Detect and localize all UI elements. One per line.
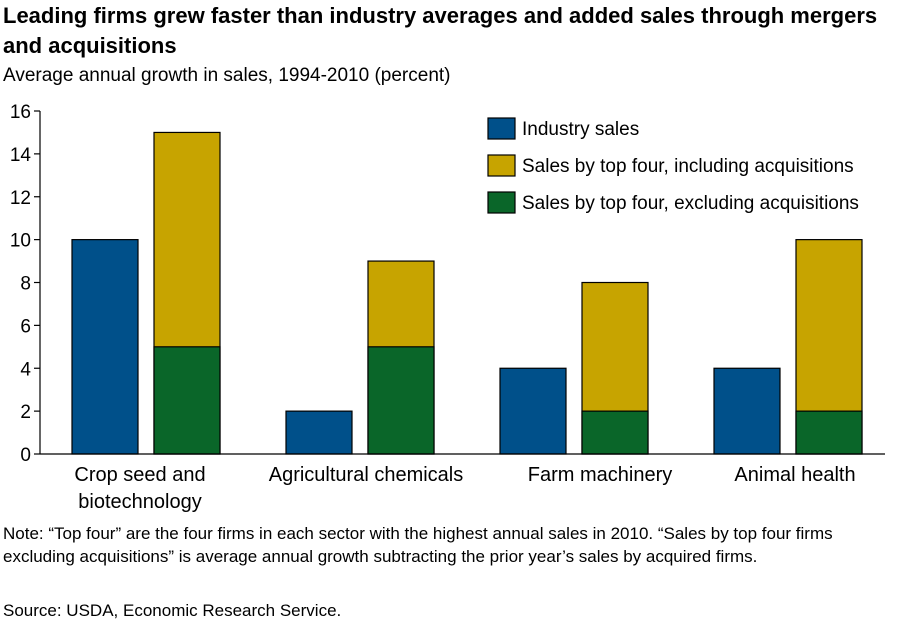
y-tick-label: 8 xyxy=(20,274,31,295)
bar-industry-sales xyxy=(713,367,781,455)
x-category-label-line: biotechnology xyxy=(78,491,201,513)
y-tick-label: 0 xyxy=(20,445,31,466)
x-category-label: Farm machinery xyxy=(528,464,672,486)
x-category-label: Agricultural chemicals xyxy=(269,464,464,486)
bar-industry-sales xyxy=(499,367,567,455)
y-tick-label: 6 xyxy=(20,316,31,337)
chart-note: Note: “Top four” are the four firms in e… xyxy=(3,524,833,566)
legend-swatch xyxy=(487,154,516,177)
x-category-label-line: Farm machinery xyxy=(528,464,672,486)
y-tick-label: 10 xyxy=(10,231,31,252)
bar-top-four-excluding xyxy=(581,410,649,455)
legend: Industry sales Sales by top four, includi… xyxy=(487,117,859,214)
legend-label: Sales by top four, including acquisition… xyxy=(522,156,854,177)
x-category-label-line: Agricultural chemicals xyxy=(269,464,464,486)
x-category-label: Crop seed and biotechnology xyxy=(74,464,205,513)
chart-subtitle: Average annual growth in sales, 1994-201… xyxy=(3,65,451,86)
x-category-label-line: Animal health xyxy=(734,464,855,486)
bar-industry-sales xyxy=(285,410,353,455)
y-tick-label: 2 xyxy=(20,402,31,423)
bar-top-four-excluding xyxy=(367,346,435,455)
legend-swatch xyxy=(487,117,516,140)
y-tick-label: 16 xyxy=(10,102,31,123)
y-tick-label: 4 xyxy=(20,359,31,380)
legend-swatch xyxy=(487,191,516,214)
y-tick-label: 12 xyxy=(10,188,31,209)
y-tick-label: 14 xyxy=(10,145,32,166)
chart-source: Source: USDA, Economic Research Service. xyxy=(3,601,342,620)
bars xyxy=(71,131,863,455)
x-category-label: Animal health xyxy=(734,464,855,486)
bar-industry-sales xyxy=(71,239,139,455)
y-axis: 0 2 4 6 8 10 12 14 16 xyxy=(10,102,41,466)
chart-title: Leading firms grew faster than industry … xyxy=(3,3,878,58)
bar-top-four-excluding xyxy=(153,346,221,455)
legend-label: Industry sales xyxy=(522,119,639,140)
legend-label: Sales by top four, excluding acquisition… xyxy=(522,193,859,214)
x-category-label-line: Crop seed and xyxy=(74,464,205,486)
bar-top-four-excluding xyxy=(795,410,863,455)
x-axis: Crop seed and biotechnology Agricultural c… xyxy=(40,453,885,513)
